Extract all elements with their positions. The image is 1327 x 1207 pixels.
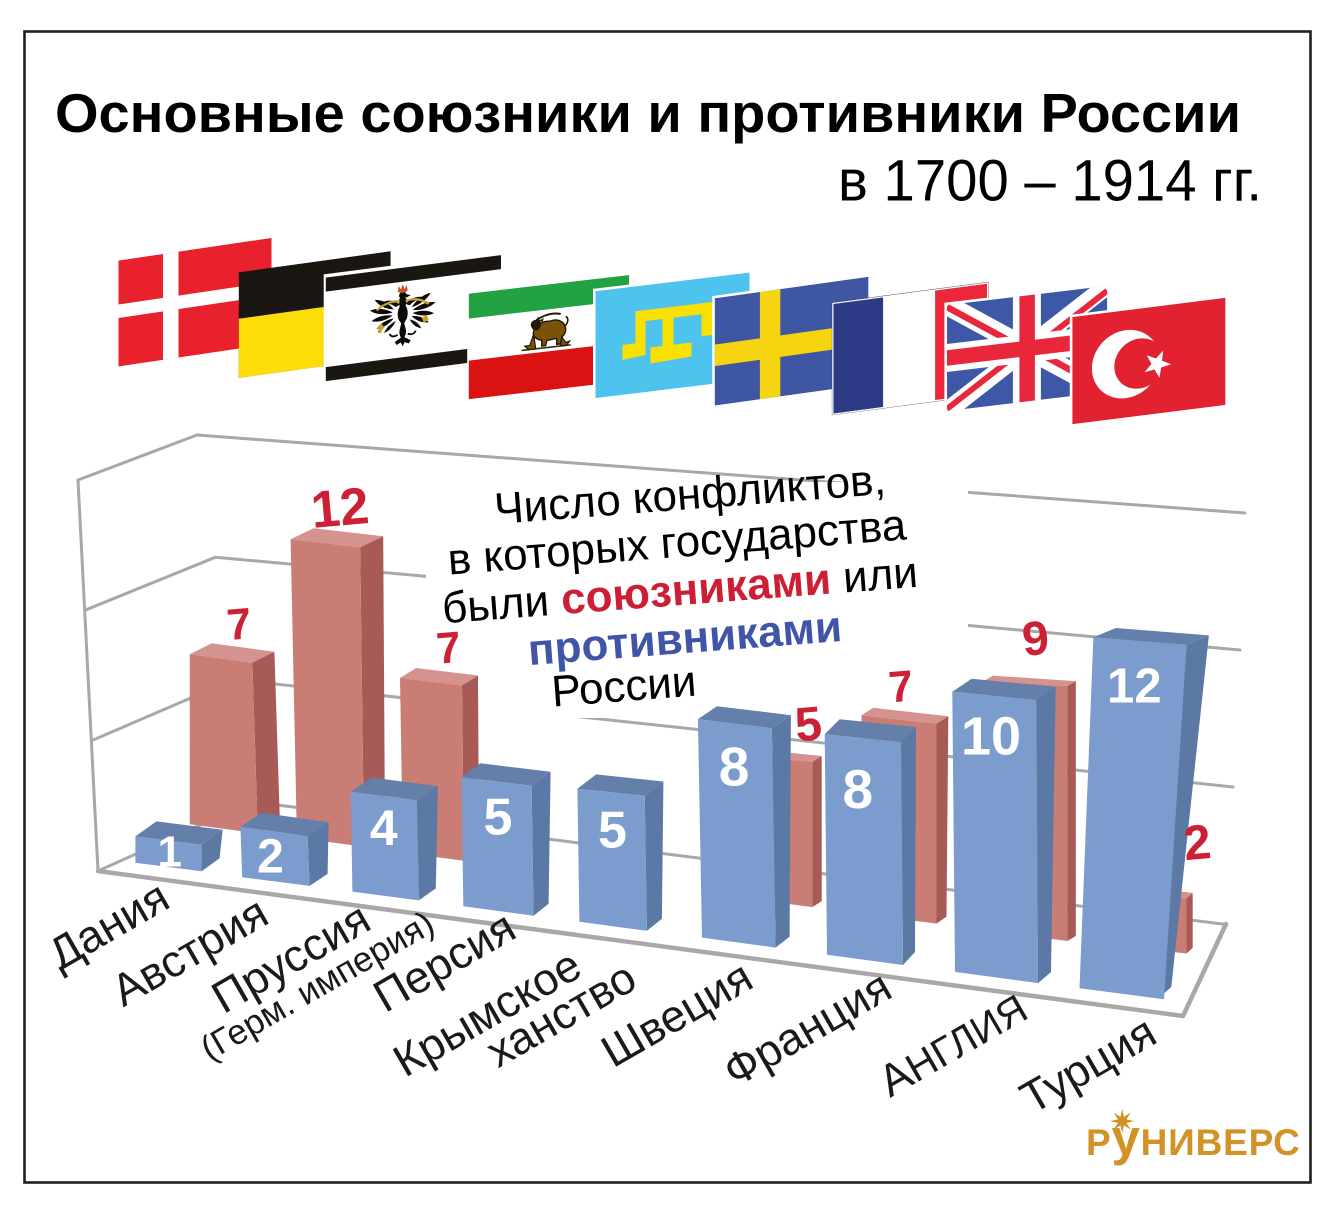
svg-text:12: 12 <box>309 477 372 540</box>
svg-text:7: 7 <box>887 661 916 712</box>
svg-text:2: 2 <box>1181 815 1213 871</box>
svg-text:России: России <box>550 657 698 717</box>
svg-text:7: 7 <box>434 623 463 674</box>
svg-text:1: 1 <box>157 827 181 876</box>
svg-text:10: 10 <box>961 707 1021 767</box>
svg-text:2: 2 <box>257 830 284 883</box>
svg-text:5: 5 <box>793 697 824 752</box>
svg-text:9: 9 <box>1020 612 1051 667</box>
svg-text:Основные союзники и противники: Основные союзники и противники России <box>55 83 1241 144</box>
svg-text:8: 8 <box>719 736 750 798</box>
svg-text:в 1700 – 1914 гг.: в 1700 – 1914 гг. <box>838 149 1262 214</box>
svg-text:8: 8 <box>843 758 874 820</box>
svg-text:12: 12 <box>1107 660 1162 714</box>
svg-text:7: 7 <box>225 599 254 650</box>
svg-text:5: 5 <box>484 789 513 847</box>
svg-text:4: 4 <box>370 800 398 856</box>
svg-text:5: 5 <box>598 801 627 859</box>
